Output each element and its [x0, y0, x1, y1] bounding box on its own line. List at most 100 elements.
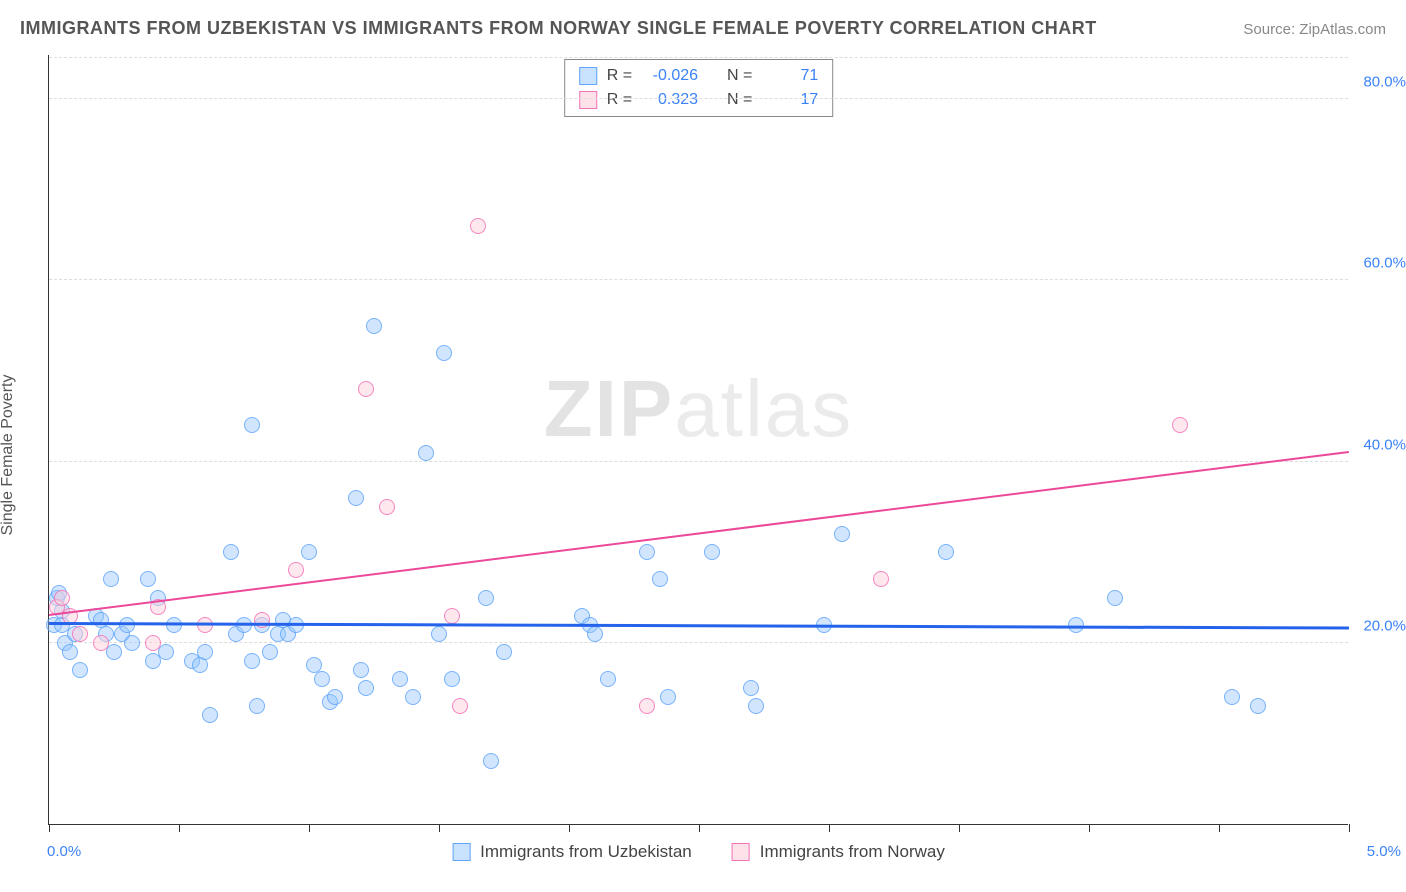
data-point-norway	[145, 635, 161, 651]
x-tick-label: 5.0%	[1367, 843, 1401, 860]
swatch-blue-icon	[452, 843, 470, 861]
data-point-uzbekistan	[62, 644, 78, 660]
data-point-uzbekistan	[1107, 590, 1123, 606]
y-axis-label: Single Female Poverty	[0, 375, 17, 536]
source-prefix: Source:	[1243, 21, 1299, 38]
data-point-uzbekistan	[327, 689, 343, 705]
y-tick-label: 40.0%	[1363, 436, 1406, 453]
x-tick	[179, 824, 180, 832]
swatch-pink-icon	[579, 91, 597, 109]
watermark-bold: ZIP	[544, 364, 674, 453]
data-point-norway	[54, 590, 70, 606]
data-point-uzbekistan	[392, 671, 408, 687]
data-point-uzbekistan	[301, 544, 317, 560]
data-point-uzbekistan	[348, 490, 364, 506]
gridline	[49, 642, 1348, 643]
x-tick	[1089, 824, 1090, 832]
y-tick-label: 60.0%	[1363, 255, 1406, 272]
data-point-uzbekistan	[140, 571, 156, 587]
x-tick	[959, 824, 960, 832]
series-legend: Immigrants from Uzbekistan Immigrants fr…	[452, 842, 945, 862]
correlation-row-norway: R = 0.323 N = 17	[579, 88, 819, 112]
source-link[interactable]: ZipAtlas.com	[1299, 21, 1386, 38]
data-point-norway	[379, 499, 395, 515]
data-point-uzbekistan	[1250, 698, 1266, 714]
gridline	[49, 279, 1348, 280]
data-point-uzbekistan	[652, 571, 668, 587]
watermark: ZIPatlas	[544, 363, 853, 455]
data-point-norway	[470, 218, 486, 234]
data-point-uzbekistan	[639, 544, 655, 560]
r-value-norway: 0.323	[642, 88, 698, 112]
data-point-norway	[639, 698, 655, 714]
n-label: N =	[727, 64, 752, 88]
data-point-norway	[358, 381, 374, 397]
x-tick	[569, 824, 570, 832]
chart-header: IMMIGRANTS FROM UZBEKISTAN VS IMMIGRANTS…	[20, 18, 1386, 39]
source-attribution: Source: ZipAtlas.com	[1243, 21, 1386, 38]
r-label: R =	[607, 88, 632, 112]
data-point-uzbekistan	[244, 653, 260, 669]
gridline	[49, 461, 1348, 462]
data-point-uzbekistan	[748, 698, 764, 714]
x-tick	[1219, 824, 1220, 832]
data-point-uzbekistan	[358, 680, 374, 696]
chart-title: IMMIGRANTS FROM UZBEKISTAN VS IMMIGRANTS…	[20, 18, 1097, 39]
data-point-uzbekistan	[72, 662, 88, 678]
x-tick	[699, 824, 700, 832]
swatch-pink-icon	[732, 843, 750, 861]
data-point-uzbekistan	[660, 689, 676, 705]
data-point-uzbekistan	[223, 544, 239, 560]
r-label: R =	[607, 64, 632, 88]
scatter-plot-area: ZIPatlas R = -0.026 N = 71 R = 0.323 N =…	[48, 55, 1348, 825]
data-point-uzbekistan	[366, 318, 382, 334]
data-point-uzbekistan	[478, 590, 494, 606]
data-point-uzbekistan	[249, 698, 265, 714]
x-tick	[1349, 824, 1350, 832]
data-point-uzbekistan	[834, 526, 850, 542]
data-point-uzbekistan	[158, 644, 174, 660]
y-tick-label: 80.0%	[1363, 74, 1406, 91]
data-point-uzbekistan	[704, 544, 720, 560]
data-point-uzbekistan	[938, 544, 954, 560]
legend-label-uzbekistan: Immigrants from Uzbekistan	[480, 842, 692, 862]
data-point-norway	[72, 626, 88, 642]
x-tick	[829, 824, 830, 832]
data-point-norway	[1172, 417, 1188, 433]
legend-item-norway: Immigrants from Norway	[732, 842, 945, 862]
data-point-uzbekistan	[103, 571, 119, 587]
data-point-uzbekistan	[314, 671, 330, 687]
data-point-uzbekistan	[418, 445, 434, 461]
data-point-uzbekistan	[496, 644, 512, 660]
n-value-uzbekistan: 71	[762, 64, 818, 88]
r-value-uzbekistan: -0.026	[642, 64, 698, 88]
y-tick-label: 20.0%	[1363, 617, 1406, 634]
data-point-uzbekistan	[197, 644, 213, 660]
x-tick-label: 0.0%	[47, 843, 81, 860]
data-point-uzbekistan	[743, 680, 759, 696]
data-point-uzbekistan	[587, 626, 603, 642]
n-value-norway: 17	[762, 88, 818, 112]
data-point-norway	[93, 635, 109, 651]
trend-line-norway	[49, 451, 1349, 616]
watermark-light: atlas	[674, 364, 853, 453]
gridline	[49, 98, 1348, 99]
data-point-uzbekistan	[244, 417, 260, 433]
swatch-blue-icon	[579, 67, 597, 85]
data-point-norway	[452, 698, 468, 714]
x-tick	[309, 824, 310, 832]
data-point-norway	[873, 571, 889, 587]
correlation-legend: R = -0.026 N = 71 R = 0.323 N = 17	[564, 59, 834, 117]
data-point-norway	[254, 612, 270, 628]
data-point-norway	[444, 608, 460, 624]
data-point-uzbekistan	[483, 753, 499, 769]
data-point-uzbekistan	[1224, 689, 1240, 705]
data-point-uzbekistan	[202, 707, 218, 723]
data-point-uzbekistan	[431, 626, 447, 642]
data-point-uzbekistan	[444, 671, 460, 687]
data-point-uzbekistan	[600, 671, 616, 687]
data-point-uzbekistan	[124, 635, 140, 651]
data-point-uzbekistan	[405, 689, 421, 705]
data-point-uzbekistan	[436, 345, 452, 361]
x-tick	[439, 824, 440, 832]
